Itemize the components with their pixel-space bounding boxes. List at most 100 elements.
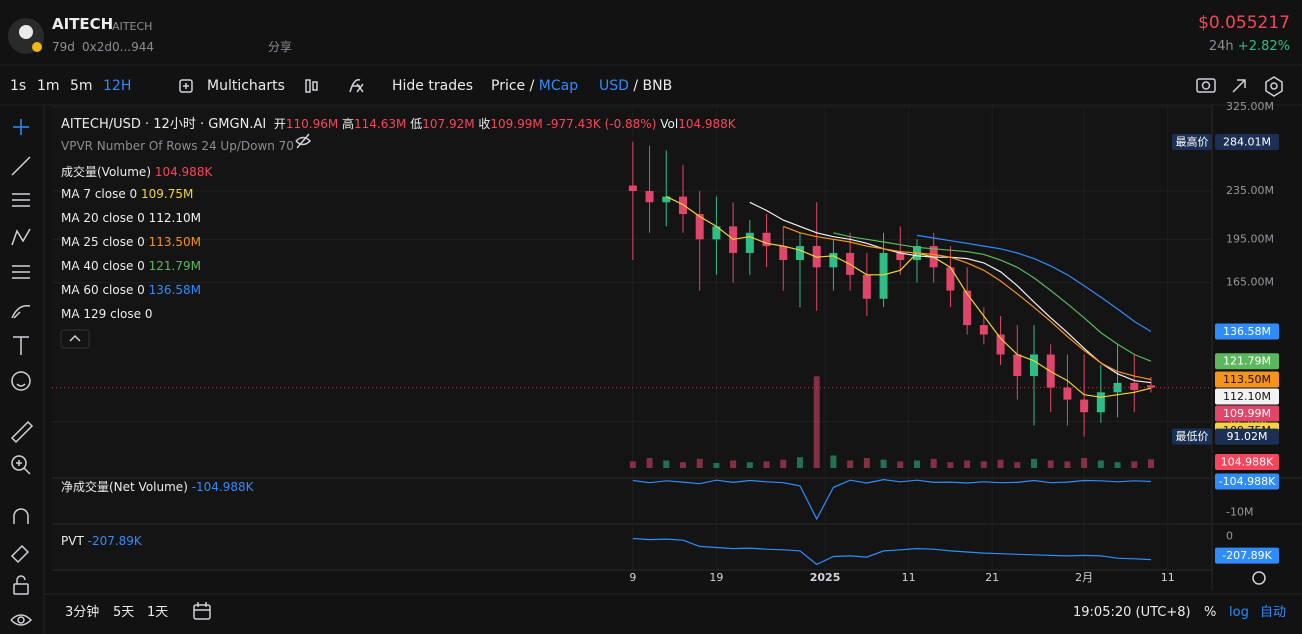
net-volume-tag: -104.988K [1215,473,1279,490]
log-toggle[interactable]: log [1229,605,1249,620]
settings-icon[interactable] [1252,571,1266,585]
volume-bar [1147,459,1154,468]
vol-value: 104.988K [678,117,736,131]
multicharts-button[interactable]: Multicharts [207,78,285,94]
ma-legend-row: MA 129 close 0 [61,307,153,321]
ma-name: MA 25 close 0 [61,235,145,249]
high-tag-box [1215,133,1279,150]
y-tick-label: 165.00M [1226,276,1274,289]
x-tick-label: 2025 [810,571,841,584]
open-value: 110.96M [285,117,339,131]
interval[interactable]: 1m [37,78,60,94]
separator: / [633,78,639,94]
price-tag-box [1215,388,1279,405]
price-tag-text: 109.99M [1223,407,1271,420]
range-button[interactable]: 1天 [147,605,169,620]
price-toggle[interactable]: Price / MCap [491,78,578,94]
symbol-sub: AITECH [112,20,153,33]
ma-name: MA 60 close 0 [61,283,145,297]
close-value: 109.99M [490,117,543,131]
share-button[interactable]: 分享 [268,40,293,54]
vpvr-legend: VPVR Number Of Rows 24 Up/Down 70 [61,139,294,153]
pvt-tag-text: -207.89K [1222,549,1272,562]
low-tag-label-box [1172,428,1212,445]
hide-trades-button[interactable]: Hide trades [392,78,473,94]
volume-value: 104.988K [154,165,213,179]
volume-bar [796,457,803,468]
candle-body [795,246,804,261]
low-tag-text: 91.02M [1227,430,1268,443]
price-tag-box [1215,353,1279,370]
high-tag-label: 最高价 [1176,134,1209,148]
volume-bar [646,458,653,468]
volume-bar [746,462,753,468]
ma-name: MA 40 close 0 [61,259,145,273]
volume-tag: 104.988K [1215,454,1279,470]
change-period: 24h [1208,39,1234,54]
volume-bar [1131,461,1138,468]
net-volume-name: 净成交量(Net Volume) [61,480,188,494]
high-label: 高 [342,117,355,131]
candle-body [762,232,771,247]
y-tick-label: 0 [1226,529,1233,542]
ma-value: 112.10M [148,211,201,225]
volume-bar [847,460,854,468]
high-tag: 最高价 284.01M [1172,133,1279,150]
volume-tag-box [1215,454,1279,470]
interval-active[interactable]: 12H [103,78,132,94]
ma-line [916,234,1152,333]
pvt-legend: PVT -207.89K [61,534,142,548]
range-button[interactable]: 3分钟 [65,605,100,620]
collapse-icon[interactable] [69,334,81,342]
candle-body [645,191,654,203]
x-tick-label: 19 [709,571,723,584]
ma-name: MA 20 close 0 [61,211,145,225]
mcap-option[interactable]: MCap [538,78,579,94]
candle-body [1029,354,1038,377]
candle-body [896,252,905,261]
volume-bar [713,463,720,468]
ohlc-legend: AITECH/USD · 12小时 · GMGN.AI 开110.96M 高11… [61,116,736,133]
high-tag-label-box [1172,133,1212,150]
pvt-name: PVT [61,534,84,548]
pvt-tag: -207.89K [1215,547,1279,564]
interval[interactable]: 5m [70,78,93,94]
volume-bar [730,460,737,468]
volume-bar [663,460,670,468]
collapse-button[interactable] [60,329,90,349]
vol-label: Vol [660,117,679,131]
x-tick-label: 21 [985,571,999,584]
price-tag-box [1215,405,1279,422]
volume-bar [897,461,904,468]
candle-body [862,274,871,299]
interval[interactable]: 1s [10,78,27,94]
price-option[interactable]: Price [491,78,526,94]
range-button[interactable]: 5天 [113,605,135,620]
ma-legend-row: MA 20 close 0 112.10M [61,211,201,225]
ma-legend-row: MA 25 close 0 113.50M [61,235,201,249]
volume-name: 成交量(Volume) [61,165,151,179]
date-range-icon[interactable] [193,602,211,620]
price-tag: 112.10M [1215,388,1279,405]
usd-option[interactable]: USD [599,78,629,94]
contract-address[interactable]: 0x2d0...944 [82,40,154,54]
chain-badge [32,42,42,52]
y-tick-label: 235.00M [1226,184,1274,197]
price-tag: 136.58M [1215,323,1279,340]
ma-value: 136.58M [148,283,201,297]
bnb-option[interactable]: BNB [642,78,673,94]
net-volume-tag-box [1215,473,1279,490]
candle-body [628,185,637,192]
ma-line [833,232,1152,362]
currency-toggle[interactable]: USD / BNB [599,78,672,94]
token-age: 79d [52,40,75,54]
volume-bar [1097,460,1104,468]
auto-toggle[interactable]: 自动 [1260,605,1287,620]
candle-body [1146,385,1155,388]
percent-toggle[interactable]: % [1204,605,1217,620]
hide-icon[interactable] [295,133,312,149]
token-logo [19,25,33,39]
volume-legend: 成交量(Volume) 104.988K [61,163,212,180]
pair: AITECH/USD · 12小时 · GMGN.AI [61,117,267,132]
